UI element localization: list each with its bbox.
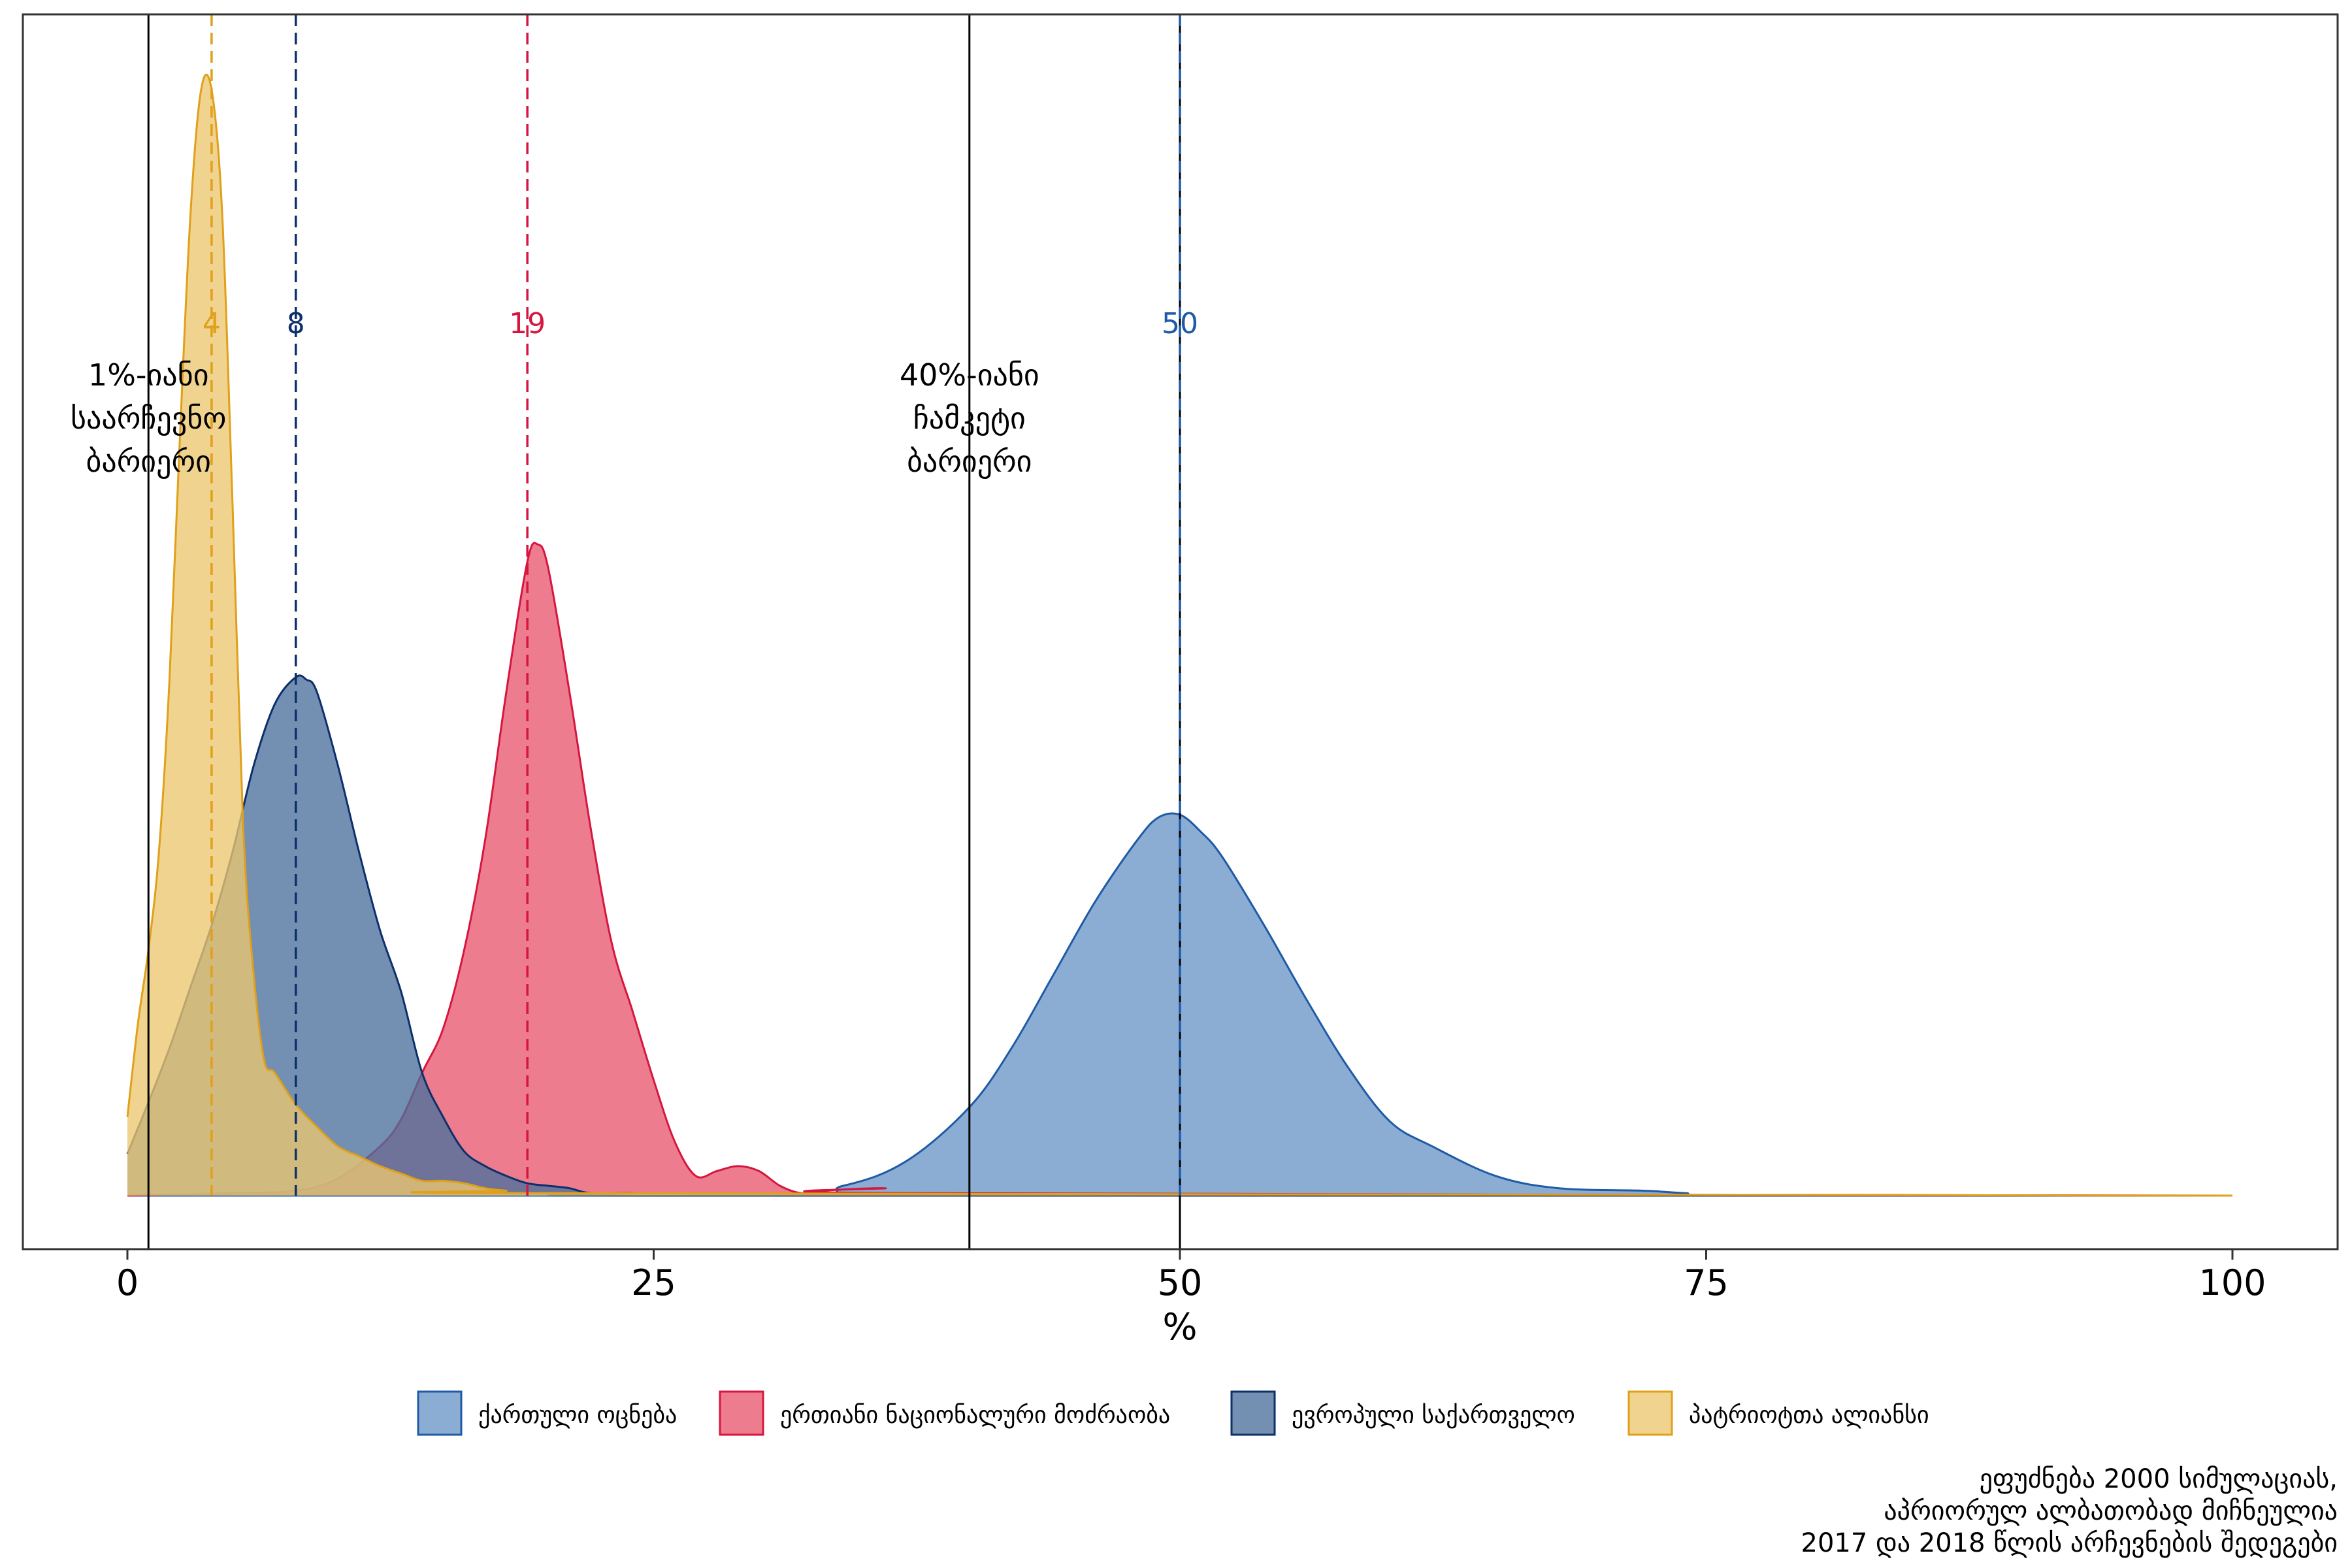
threshold-label-line: 40%-იანი (900, 357, 1039, 393)
series-3-legend-label: ევროპული საქართველო (1292, 1402, 1575, 1429)
series-3-density-area (127, 675, 2232, 1196)
series-2-legend-label: ერთიანი ნაციონალური მოძრაობა (780, 1402, 1170, 1429)
caption-line: ეფუძნება 2000 სიმულაციას, (1980, 1464, 2338, 1494)
series-2-legend-key (719, 1390, 764, 1436)
threshold-label-line: ჩამკეტი (913, 400, 1026, 436)
series-2-density-area (127, 542, 2232, 1196)
reference-lines (147, 14, 1181, 1249)
x-tick-label: 100 (2198, 1262, 2266, 1303)
threshold-label-2: 40%-იანი ჩამკეტი ბარიერი (900, 357, 1039, 479)
threshold-label-1: 1%-იანი საარჩევნო ბარიერი (71, 357, 227, 479)
threshold-label-line: ბარიერი (907, 444, 1032, 479)
chart-labels: 1%-იანი საარჩევნო ბარიერი 40%-იანი ჩამკეტი ბა… (71, 307, 1198, 479)
series-4-median-label: 4 (203, 307, 221, 340)
caption: ეფუძნება 2000 სიმულაციას,აპრიორულ ალბათო… (1801, 1464, 2338, 1558)
series-2-median-label: 19 (509, 307, 546, 340)
x-tick-label: 25 (631, 1262, 676, 1303)
threshold-label-line: ბარიერი (86, 444, 211, 479)
caption-line: აპრიორულ ალბათობად მიჩნეულია (1884, 1496, 2338, 1526)
threshold-label-line: 1%-იანი (88, 357, 209, 393)
series-3-median-label: 8 (287, 307, 305, 340)
x-axis-title: % (1162, 1306, 1197, 1348)
series-4-density-line (126, 73, 2233, 1197)
series-3-legend-key (1230, 1390, 1276, 1436)
series-1-legend-key (417, 1390, 463, 1436)
series-1-legend-label: ქართული ოცნება (478, 1402, 677, 1429)
x-tick-label: 0 (116, 1262, 139, 1303)
threshold-label-line: საარჩევნო (71, 400, 227, 436)
series-1-median-label: 50 (1162, 307, 1198, 340)
series-1-density-line (127, 812, 2232, 1197)
series-4-legend-label: პატრიოტთა ალიანსი (1689, 1402, 1929, 1429)
series-4-legend-key (1627, 1390, 1673, 1436)
legend: ქართული ოცნება ერთიანი ნაციონალური მოძრაო… (417, 1390, 1929, 1436)
x-tick-label: 75 (1684, 1262, 1729, 1303)
x-tick-label: 50 (1158, 1262, 1203, 1303)
x-axis: 0 25 50 75 100% (116, 1249, 2266, 1348)
caption-line: 2017 და 2018 წლის არჩევნების შედეგები (1801, 1528, 2338, 1558)
